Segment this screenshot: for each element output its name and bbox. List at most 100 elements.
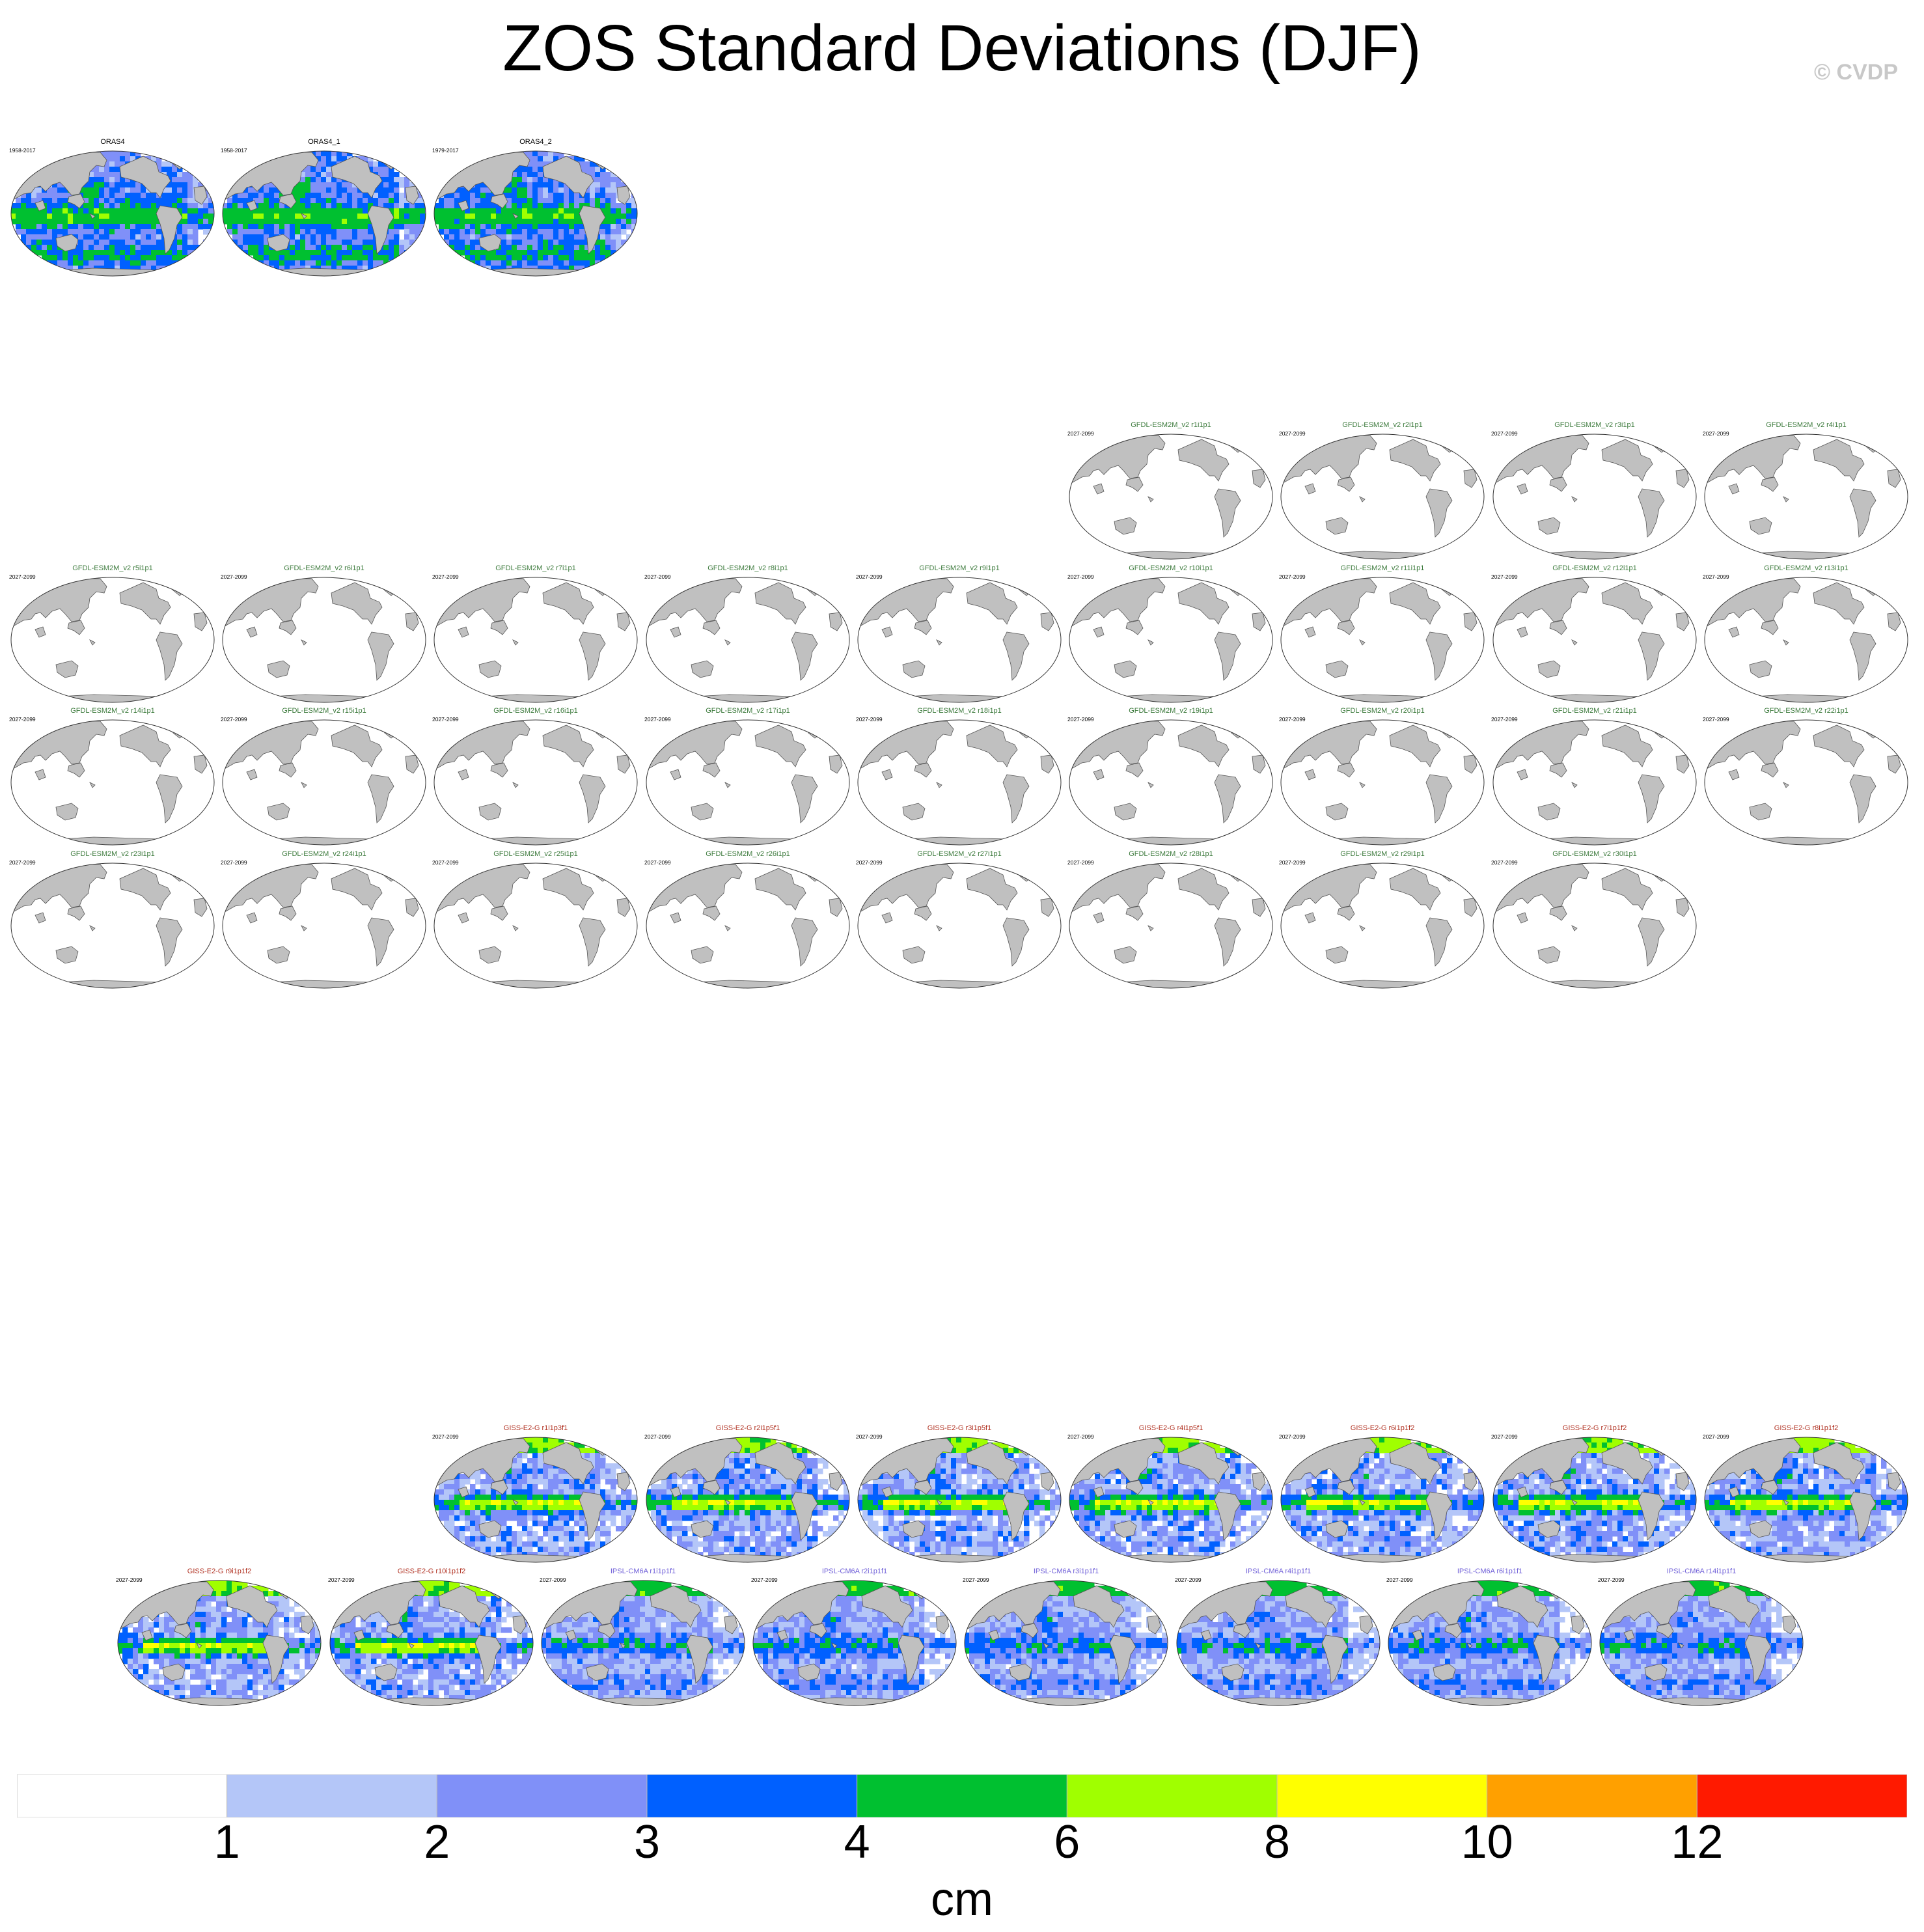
heatmap-cell: [506, 1536, 512, 1542]
heatmap-cell: [909, 1495, 915, 1500]
heatmap-cell: [574, 260, 580, 266]
heatmap-cell: [232, 203, 238, 209]
heatmap-cell: [548, 1500, 554, 1506]
heatmap-cell: [548, 234, 554, 240]
heatmap-cell: [115, 172, 120, 178]
heatmap-cell: [460, 224, 465, 230]
map-plot: [222, 862, 426, 989]
heatmap-cell: [1173, 1448, 1179, 1454]
heatmap-cell: [1050, 1495, 1056, 1500]
heatmap-cell: [765, 1442, 771, 1448]
heatmap-cell: [470, 198, 476, 204]
heatmap-cell: [274, 250, 280, 256]
heatmap-cell: [470, 219, 476, 225]
heatmap-cell: [501, 260, 507, 266]
heatmap-cell: [823, 1500, 829, 1506]
heatmap-cell: [42, 245, 48, 251]
heatmap-cell: [146, 255, 152, 261]
land-mass: [1359, 639, 1366, 646]
heatmap-cell: [899, 1526, 905, 1532]
heatmap-cell: [465, 229, 471, 235]
heatmap-cell: [517, 1510, 523, 1516]
heatmap-cell: [501, 208, 507, 214]
heatmap-cell: [538, 1536, 543, 1542]
heatmap-cell: [693, 1541, 698, 1547]
heatmap-cell: [611, 208, 616, 214]
heatmap-cell: [434, 219, 439, 225]
heatmap-cell: [512, 250, 517, 256]
heatmap-cell: [203, 187, 209, 193]
heatmap-cell: [600, 1469, 606, 1474]
heatmap-cell: [104, 167, 110, 172]
heatmap-cell: [553, 1552, 559, 1558]
heatmap-cell: [584, 1541, 590, 1547]
heatmap-cell: [527, 250, 533, 256]
heatmap-cell: [357, 229, 363, 235]
heatmap-cell: [321, 161, 327, 167]
heatmap-cell: [57, 214, 63, 219]
heatmap-cell: [31, 193, 37, 199]
heatmap-cell: [719, 1521, 724, 1526]
land-mass: [1337, 476, 1355, 492]
heatmap-cell: [258, 224, 264, 230]
heatmap-cell: [538, 187, 543, 193]
heatmap-cell: [558, 266, 564, 271]
heatmap-cell: [470, 187, 476, 193]
heatmap-cell: [373, 161, 379, 167]
heatmap-cell: [326, 240, 332, 245]
heatmap-cell: [146, 208, 152, 214]
heatmap-cell: [444, 234, 450, 240]
heatmap-cell: [661, 1531, 667, 1537]
heatmap-cell: [486, 1505, 491, 1511]
heatmap-cell: [631, 208, 637, 214]
heatmap-cell: [631, 198, 637, 204]
heatmap-cell: [548, 198, 554, 204]
heatmap-cell: [579, 1521, 585, 1526]
heatmap-cell: [802, 1448, 808, 1454]
heatmap-cell: [389, 255, 394, 261]
map-plot: [1492, 719, 1697, 846]
heatmap-cell: [326, 224, 332, 230]
heatmap-cell: [584, 193, 590, 199]
heatmap-cell: [873, 1526, 879, 1532]
heatmap-cell: [1019, 1489, 1024, 1495]
heatmap-cell: [57, 250, 63, 256]
heatmap-cell: [496, 1536, 502, 1542]
heatmap-cell: [321, 151, 327, 157]
heatmap-cell: [548, 1484, 554, 1490]
heatmap-cell: [527, 214, 533, 219]
heatmap-cell: [781, 1531, 787, 1537]
heatmap-cell: [310, 172, 316, 178]
heatmap-cell: [532, 151, 538, 157]
heatmap-cell: [352, 214, 358, 219]
heatmap-cell: [300, 177, 306, 183]
heatmap-cell: [1003, 1541, 1009, 1547]
heatmap-cell: [331, 151, 337, 157]
heatmap-cell: [253, 255, 259, 261]
heatmap-cell: [543, 193, 549, 199]
heatmap-cell: [703, 1495, 709, 1500]
land-mass: [279, 193, 297, 209]
heatmap-cell: [760, 1474, 766, 1480]
heatmap-cell: [326, 198, 332, 204]
heatmap-cell: [258, 198, 264, 204]
heatmap-cell: [300, 250, 306, 256]
heatmap-cell: [538, 177, 543, 183]
heatmap-cell: [579, 1489, 585, 1495]
heatmap-cell: [389, 208, 394, 214]
heatmap-cell: [68, 260, 74, 266]
heatmap-cell: [264, 250, 269, 256]
heatmap-cell: [125, 234, 131, 240]
heatmap-cell: [470, 229, 476, 235]
heatmap-cell: [383, 187, 389, 193]
heatmap-cell: [125, 260, 131, 266]
heatmap-cell: [651, 1505, 657, 1511]
heatmap-cell: [156, 234, 162, 240]
heatmap-cell: [1045, 1489, 1051, 1495]
heatmap-cell: [130, 208, 136, 214]
heatmap-cell: [1215, 1448, 1220, 1454]
heatmap-cell: [569, 260, 575, 266]
heatmap-cell: [506, 1526, 512, 1532]
heatmap-cell: [605, 1500, 611, 1506]
land-mass: [914, 905, 932, 921]
